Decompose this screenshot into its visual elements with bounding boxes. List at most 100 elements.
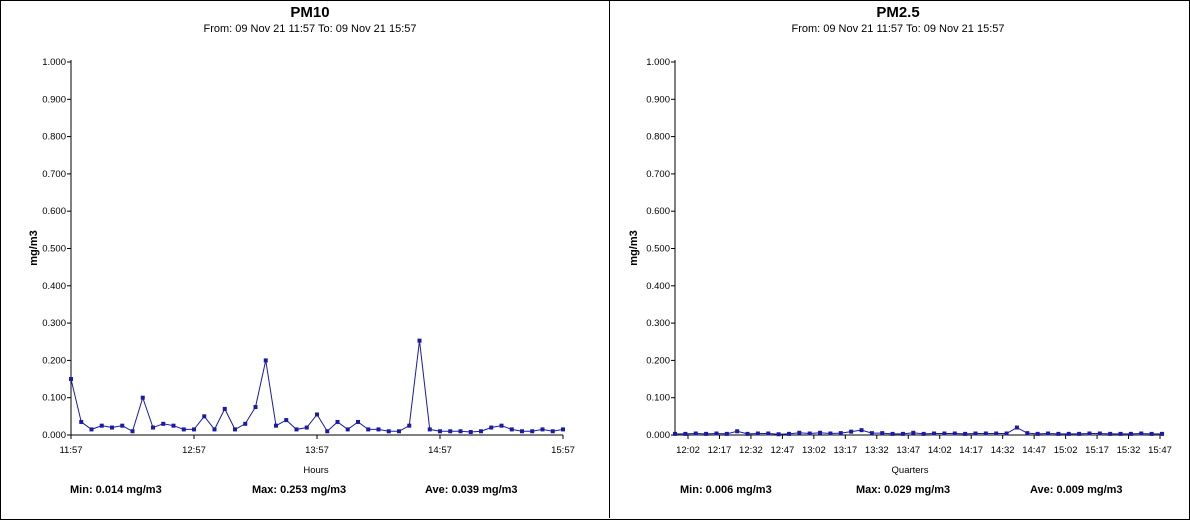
pm25-data-point [1128,431,1133,436]
pm10-data-point [181,427,186,432]
pm10-y-axis-label: mg/m3 [28,230,40,265]
pm10-x-tick-label: 11:57 [59,445,82,456]
pm10-data-point [458,429,463,434]
pm10-data-point [427,427,432,432]
pm25-data-point [900,431,905,436]
pm25-data-point [745,431,750,436]
pm25-data-point [1046,431,1051,436]
pm25-data-point [911,430,916,435]
pm10-y-tick-label: 0.700 [42,169,66,180]
pm25-x-tick-label: 14:02 [928,445,952,456]
pm10-data-point [356,419,360,424]
pm25-x-tick-label: 13:47 [896,445,920,456]
pm25-y-tick-label: 0.000 [646,430,670,441]
pm25-x-tick-label: 15:47 [1148,445,1172,456]
pm10-y-tick-label: 0.200 [42,355,66,366]
pm10-data-point [366,427,371,432]
pm25-data-point [994,431,999,436]
pm10-data-point [171,423,176,428]
pm10-data-point [448,429,453,434]
pm25-y-tick-label: 0.200 [646,355,670,366]
pm25-y-tick-label: 0.600 [646,206,670,217]
pm10-data-point [335,419,340,424]
pm25-data-point [952,431,957,436]
pm25-data-point [932,431,937,436]
pm10-data-point [386,429,391,434]
pm25-y-tick-label: 0.300 [646,318,670,329]
pm25-data-point [766,431,771,436]
pm10-data-point [120,423,125,428]
pm10-data-point [151,425,155,430]
pm10-data-point [561,427,565,432]
pm10-data-point [69,377,73,382]
pm10-data-point [233,427,237,432]
pm25-data-point [1066,431,1071,436]
pm10-max-stat: Max: 0.253 mg/m3 [252,484,346,496]
pm25-title: PM2.5 [876,4,919,21]
pm25-data-point [1149,431,1154,436]
pm25-y-tick-label: 0.400 [646,281,670,292]
pm25-data-point [735,429,740,434]
pm25-data-point [1160,431,1164,436]
pm10-y-tick-label: 0.000 [42,430,66,441]
pm25-data-point [786,431,791,436]
pm25-x-tick-label: 13:17 [833,445,857,456]
pm25-data-point [683,431,688,436]
pm25-data-point [797,430,802,435]
pm10-x-tick-label: 14:57 [428,445,452,456]
pm25-y-tick-label: 0.100 [646,393,670,404]
pm25-data-point [1139,431,1144,436]
pm10-data-point [468,430,473,435]
pm25-y-axis-label: mg/m3 [628,230,640,265]
pm25-data-point [714,431,719,436]
pm10-data-point [130,429,135,434]
pm10-data-point [530,429,535,434]
pm10-data-point [407,423,412,428]
pm10-data-point [263,358,268,363]
pm10-y-tick-label: 1.000 [42,57,66,68]
pm25-x-tick-label: 15:32 [1117,445,1141,456]
pm25-y-tick-label: 1.000 [646,57,670,68]
pm25-x-tick-label: 13:32 [865,445,889,456]
pm25-data-point [869,431,874,436]
pm10-data-point [161,421,166,426]
pm25-data-point [1087,431,1092,436]
pm10-data-point [520,429,524,434]
pm25-x-tick-label: 14:47 [1022,445,1046,456]
pm10-data-point [110,425,114,430]
pm10-data-point [489,425,494,430]
pm25-subtitle: From: 09 Nov 21 11:57 To: 09 Nov 21 15:5… [791,23,1004,35]
pm25-y-tick-label: 0.900 [646,94,670,105]
pm10-data-point [253,405,258,410]
pm10-y-tick-label: 0.600 [42,206,66,217]
pm10-data-point [274,423,278,428]
pm25-data-point [921,431,926,436]
pm10-data-point [438,429,442,434]
pm25-chart: PM2.5 From: 09 Nov 21 11:57 To: 09 Nov 2… [628,4,1172,496]
pm25-data-point [1014,425,1019,430]
pm25-data-point [1035,431,1040,436]
pm10-ave-stat: Ave: 0.039 mg/m3 [425,484,518,496]
pm10-y-tick-label: 0.100 [42,393,66,404]
pm10-data-point [397,429,401,434]
pm10-y-tick-label: 0.900 [42,94,66,105]
pm25-data-point [849,429,854,434]
pm10-data-point [417,338,422,343]
pm25-data-point [973,431,978,436]
pm25-x-tick-label: 14:17 [959,445,983,456]
pm10-min-stat: Min: 0.014 mg/m3 [70,484,162,496]
pm10-data-point [89,427,94,432]
pm10-data-point [376,427,381,432]
pm25-data-point [828,431,833,436]
pm10-data-point [550,429,555,434]
pm25-data-point [755,431,760,436]
pm25-x-tick-label: 12:32 [739,445,763,456]
pm10-data-point [79,419,84,424]
pm10-data-point [294,427,299,432]
pm10-data-point [284,418,289,423]
pm10-plot-area: 0.000 0.100 0.200 0.300 0.400 0.500 0.600 0.700… [42,57,575,456]
pm10-data-point [315,412,319,417]
pm25-data-point [983,431,988,436]
pm25-x-tick-label: 12:02 [676,445,700,456]
